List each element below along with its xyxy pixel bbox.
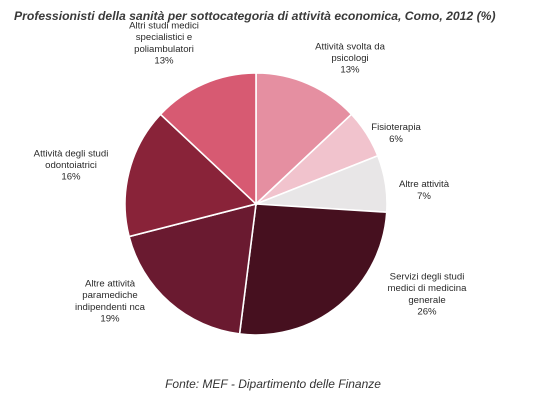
chart-title: Professionisti della sanità per sottocat… [14, 9, 496, 23]
slice-value-label: 16% [61, 172, 81, 183]
slice-label-line: generale [408, 295, 445, 306]
slice-label-line: Attività degli studi [34, 148, 109, 159]
slice-label-5: Altre attività paramediche indipendenti nc… [75, 279, 146, 325]
pie-slice-7 [159, 72, 257, 206]
slice-label-1: Attività svolta da psicologi 13% [315, 41, 386, 75]
slice-label-line: specialistici e [136, 32, 193, 43]
slice-label-6: Attività degli studi odontoiatrici 16% [34, 148, 109, 182]
pie-slice-6 [124, 113, 258, 238]
slice-value-label: 19% [100, 313, 120, 324]
slice-value-label: 26% [417, 306, 437, 317]
slice-label-line: medici di medicina [388, 283, 468, 294]
slice-label-7: Altri studi medici specialistici e poliamb… [129, 21, 199, 67]
slice-value-label: 13% [154, 55, 174, 66]
slice-value-label: 6% [389, 134, 403, 145]
slice-label-2: Fisioterapia 6% [371, 122, 421, 145]
slice-label-line: Servizi degli studi [390, 272, 465, 283]
slice-label-line: Attività svolta da [315, 41, 386, 52]
slice-label-3: Altre attività 7% [399, 179, 450, 202]
pie-slice-4 [238, 203, 388, 336]
slice-label-line: indipendenti nca [75, 302, 146, 313]
slice-label-line: poliambulatori [134, 44, 194, 55]
slice-label-line: Altre attività [85, 279, 136, 290]
chart-source: Fonte: MEF - Dipartimento delle Finanze [165, 377, 381, 391]
slice-label-4: Servizi degli studi medici di medicina gen… [388, 272, 468, 318]
slice-label-line: paramediche [82, 290, 137, 301]
pie-slice-5 [128, 202, 257, 335]
slice-label-line: odontoiatrici [45, 160, 97, 171]
slice-label-line: Altre attività [399, 179, 450, 190]
slice-label-line: psicologi [331, 53, 368, 64]
slice-value-label: 13% [340, 65, 360, 76]
slice-label-line: Altri studi medici [129, 21, 199, 32]
pie-slice-1 [255, 72, 353, 206]
slice-label-line: Fisioterapia [371, 122, 421, 133]
slice-value-label: 7% [417, 191, 431, 202]
